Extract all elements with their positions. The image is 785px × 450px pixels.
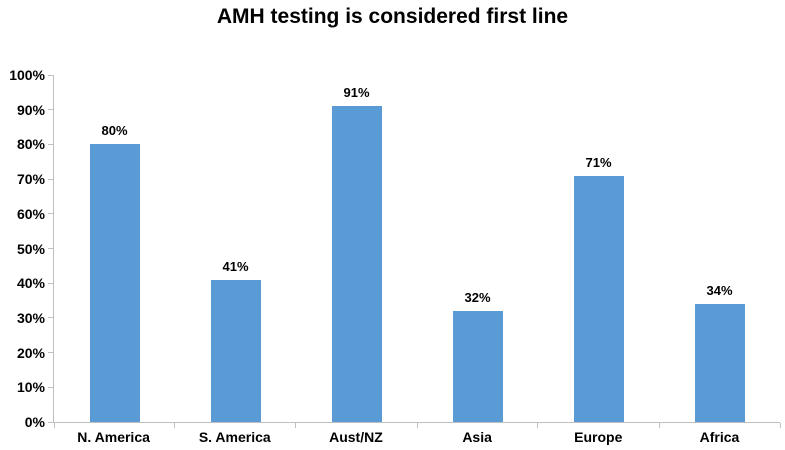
y-axis-tick-label: 30% xyxy=(16,309,45,326)
bar xyxy=(331,106,382,422)
x-axis-tick-mark xyxy=(537,423,539,428)
y-axis-tick-mark xyxy=(48,178,53,180)
y-axis-tick-label: 90% xyxy=(16,101,45,118)
x-axis-category-label: Asia xyxy=(462,429,492,445)
bar xyxy=(573,175,624,422)
y-axis-tick-label: 10% xyxy=(16,379,45,396)
bars-container: 80% 41% 91% 32% 71% 34% xyxy=(54,75,780,422)
bar-value-label: 91% xyxy=(343,85,370,101)
bar-value-label: 32% xyxy=(464,289,491,305)
bar-value-label: 34% xyxy=(706,283,733,299)
y-axis-tick-mark xyxy=(48,143,53,145)
bar-value-label: 41% xyxy=(222,258,249,274)
x-axis-category-label: Africa xyxy=(699,429,740,445)
x-axis-tick-mark xyxy=(416,423,418,428)
x-axis-category-label: S. America xyxy=(198,429,271,445)
bar xyxy=(89,144,140,422)
y-axis-tick-label: 40% xyxy=(16,275,45,292)
y-axis-tick-label: 80% xyxy=(16,136,45,153)
y-axis-tick-mark xyxy=(48,213,53,215)
y-axis-tick-mark xyxy=(48,352,53,354)
y-axis-tick-label: 50% xyxy=(16,240,45,257)
x-axis-tick-mark xyxy=(779,423,781,428)
bar-slot: 71% xyxy=(538,75,659,422)
bar-slot: 34% xyxy=(659,75,780,422)
plot-area: 80% 41% 91% 32% 71% 34% 0% 10% 20% 30% 40% 50% 60% 7… xyxy=(9,68,781,429)
bar-value-label: 71% xyxy=(585,154,612,170)
bar-value-label: 80% xyxy=(101,123,128,139)
chart-title: AMH testing is considered first line xyxy=(216,5,569,28)
bar-slot: 80% xyxy=(54,75,175,422)
bar-slot: 41% xyxy=(175,75,296,422)
y-axis-tick-label: 60% xyxy=(16,205,45,222)
x-axis-tick-mark xyxy=(658,423,660,428)
y-axis-tick-label: 20% xyxy=(16,344,45,361)
y-axis-tick-label: 100% xyxy=(9,67,45,83)
y-axis-tick-mark xyxy=(48,109,53,111)
y-axis-tick-label: 0% xyxy=(24,414,45,430)
bar-slot: 32% xyxy=(417,75,538,422)
y-axis-tick-mark xyxy=(48,386,53,388)
y-axis-tick-mark xyxy=(48,317,53,319)
x-axis-category-label: N. America xyxy=(77,429,150,445)
x-axis-tick-mark xyxy=(174,423,176,428)
bar xyxy=(210,279,261,422)
x-axis-labels: N. America S. America Aust/NZ Asia Europe Afr… xyxy=(53,429,780,445)
bar-slot: 91% xyxy=(296,75,417,422)
bar xyxy=(452,310,503,422)
y-axis-tick-mark xyxy=(48,282,53,284)
y-axis-tick-mark xyxy=(48,248,53,249)
x-axis-category-label: Europe xyxy=(574,429,623,445)
x-axis-tick-mark xyxy=(53,423,55,428)
bar xyxy=(694,304,745,422)
x-axis-category-label: Aust/NZ xyxy=(329,429,383,445)
y-axis-tick-mark xyxy=(48,421,53,423)
x-axis-tick-mark xyxy=(295,423,297,428)
y-axis-tick-mark xyxy=(48,74,53,76)
y-axis-tick-label: 70% xyxy=(16,171,45,188)
